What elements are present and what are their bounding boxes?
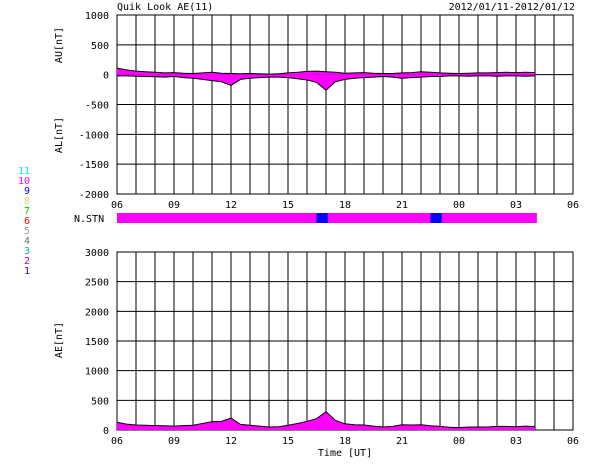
station-count-segment xyxy=(441,213,537,223)
station-count-segment xyxy=(430,213,442,223)
top-x-tick-label: 00 xyxy=(453,200,465,211)
bottom-y-tick-label: 500 xyxy=(91,396,109,407)
top-x-tick-label: 18 xyxy=(339,200,351,211)
top-frame xyxy=(116,14,574,195)
legend-station-1: 1 xyxy=(24,266,30,277)
bottom-x-tick-label: 03 xyxy=(510,436,522,447)
bottom-x-tick-label: 15 xyxy=(282,436,294,447)
bottom-y-tick-label: 2000 xyxy=(85,307,109,318)
station-count-segment xyxy=(117,213,317,223)
top-x-tick-label: 06 xyxy=(567,200,579,211)
bottom-x-tick-label: 18 xyxy=(339,436,351,447)
top-y-tick-label: 1000 xyxy=(85,11,109,22)
top-x-tick-label: 03 xyxy=(510,200,522,211)
bottom-y-tick-label: 1000 xyxy=(85,367,109,378)
legend-station-2: 2 xyxy=(24,256,30,267)
ae-axis-label: AE[nT] xyxy=(54,322,65,358)
series-ae-line xyxy=(116,410,536,429)
bottom-y-tick-label: 2500 xyxy=(85,278,109,289)
au-axis-label: AU[nT] xyxy=(54,27,65,63)
station-count-panel: N.STN xyxy=(74,213,537,225)
legend-station-11: 11 xyxy=(18,166,30,177)
plot-title: Quik Look AE(11) xyxy=(117,2,213,13)
legend-station-5: 5 xyxy=(24,226,30,237)
legend-station-8: 8 xyxy=(24,196,30,207)
legend-station-6: 6 xyxy=(24,216,30,227)
series-al-line xyxy=(117,75,536,91)
top-y-tick-label: -1000 xyxy=(79,130,109,141)
bottom-y-tick-label: 3000 xyxy=(85,248,109,259)
top-y-tick-label: 500 xyxy=(91,41,109,52)
al-axis-label: AL[nT] xyxy=(54,117,65,153)
series-au-line xyxy=(116,67,536,75)
top-y-tick-label: -1500 xyxy=(79,160,109,171)
bottom-x-tick-label: 12 xyxy=(225,436,237,447)
top-x-tick-label: 21 xyxy=(396,200,408,211)
legend-station-7: 7 xyxy=(24,206,30,217)
x-axis-label: Time [UT] xyxy=(318,448,372,459)
bottom-x-tick-label: 06 xyxy=(111,436,123,447)
top-y-tick-label: -500 xyxy=(85,101,109,112)
date-range: 2012/01/11-2012/01/12 xyxy=(449,2,575,13)
top-y-tick-label: -2000 xyxy=(79,190,109,201)
legend-station-4: 4 xyxy=(24,236,30,247)
top-x-tick-label: 09 xyxy=(168,200,180,211)
bottom-x-tick-label: 09 xyxy=(168,436,180,447)
bottom-x-tick-label: 00 xyxy=(453,436,465,447)
station-count-segment xyxy=(316,213,328,223)
top-x-tick-label: 15 xyxy=(282,200,294,211)
bottom-x-tick-label: 06 xyxy=(567,436,579,447)
top-y-tick-label: 0 xyxy=(103,71,109,82)
bottom-y-tick-label: 1500 xyxy=(85,337,109,348)
top-x-tick-label: 12 xyxy=(225,200,237,211)
series-ae-area xyxy=(117,411,535,430)
top-x-tick-label: 06 xyxy=(111,200,123,211)
legend-station-10: 10 xyxy=(18,176,30,187)
legend-station-9: 9 xyxy=(24,186,30,197)
series-al-area xyxy=(117,74,535,91)
station-count-segment xyxy=(327,213,431,223)
series-au-area xyxy=(117,68,535,75)
bottom-x-tick-label: 21 xyxy=(396,436,408,447)
station-count-label: N.STN xyxy=(74,214,104,225)
bottom-y-tick-label: 0 xyxy=(103,426,109,437)
legend-station-3: 3 xyxy=(24,246,30,257)
